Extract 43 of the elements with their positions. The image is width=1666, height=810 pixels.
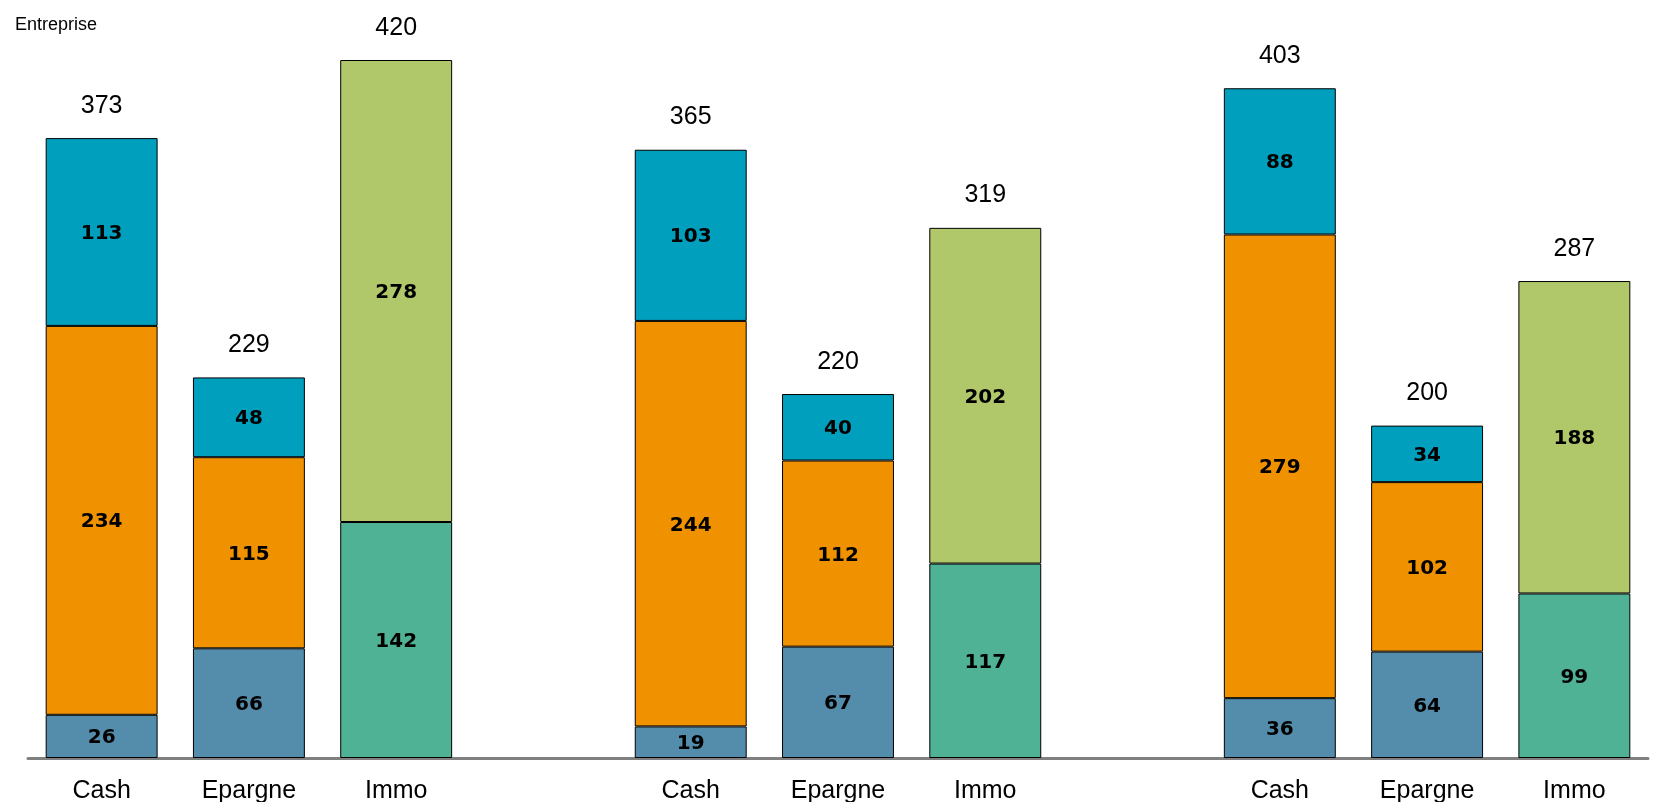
x-tick-label: Cash: [661, 774, 720, 803]
data-label: 26: [87, 724, 116, 749]
total-label: 420: [375, 11, 418, 40]
data-label: 48: [234, 405, 263, 430]
total-label: 229: [228, 328, 270, 357]
x-tick-label: Immo: [1543, 774, 1606, 803]
data-label: 244: [669, 511, 712, 536]
chart-title: Entreprise: [15, 14, 98, 34]
total-label: 319: [964, 179, 1007, 208]
data-label: 66: [234, 691, 263, 716]
x-tick-label: Immo: [954, 774, 1017, 803]
data-label: 188: [1553, 425, 1596, 450]
data-label: 19: [676, 730, 705, 755]
data-label: 99: [1560, 663, 1589, 688]
x-tick-label: Epargne: [790, 774, 886, 803]
data-label: 113: [80, 220, 123, 245]
data-label: 103: [669, 223, 712, 248]
data-label: 112: [817, 541, 859, 566]
data-label: 117: [964, 648, 1007, 673]
x-tick-label: Immo: [364, 774, 428, 803]
total-label: 220: [817, 345, 859, 374]
data-label: 278: [375, 279, 418, 303]
total-label: 365: [669, 101, 712, 130]
data-label: 142: [375, 628, 418, 652]
data-label: 102: [1406, 554, 1448, 579]
total-label: 200: [1406, 377, 1448, 406]
data-label: 202: [964, 383, 1007, 408]
total-label: 373: [80, 89, 123, 118]
data-label: 115: [228, 540, 270, 565]
data-label: 234: [80, 508, 123, 533]
x-tick-label: Cash: [1250, 774, 1310, 803]
data-label: 279: [1258, 454, 1301, 479]
x-tick-label: Cash: [72, 774, 131, 803]
data-label: 34: [1413, 441, 1442, 466]
total-label: 287: [1553, 232, 1596, 261]
data-label: 36: [1265, 716, 1294, 741]
data-label: 40: [824, 415, 852, 440]
data-label: 88: [1265, 149, 1294, 174]
data-label: 64: [1413, 692, 1442, 717]
x-tick-label: Epargne: [201, 774, 297, 803]
total-label: 403: [1258, 39, 1301, 68]
data-label: 67: [824, 690, 852, 715]
x-tick-label: Epargne: [1379, 774, 1475, 803]
